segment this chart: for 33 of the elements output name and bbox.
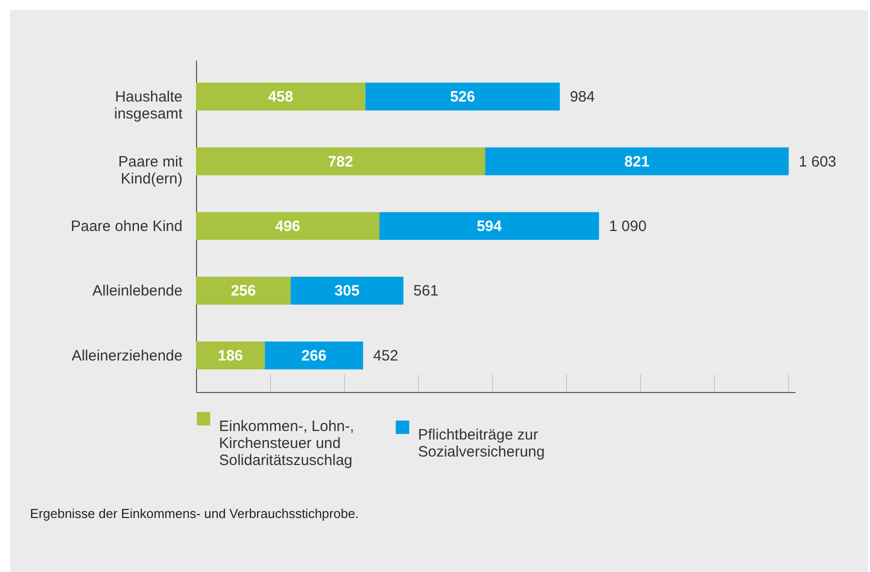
data-label: 782	[328, 153, 354, 170]
total-label: 1 603	[798, 153, 836, 170]
text: Ergebnisse der Einkommens- und Verbrauchsstichprobe.	[30, 506, 359, 521]
y-tick-label: Paare mit Kind(ern)	[118, 153, 184, 188]
data-label: 256	[230, 282, 256, 300]
data-label: 458	[268, 88, 294, 106]
total-label: 1 090	[609, 218, 647, 235]
bar	[264, 342, 364, 370]
bar	[196, 82, 366, 110]
bar	[196, 276, 291, 305]
total-label: 452	[373, 347, 398, 364]
data-label: 496	[275, 218, 300, 235]
legend-label: Pflichtbeiträge zur Sozialversicherung	[418, 426, 545, 460]
total-label: 984	[570, 88, 595, 106]
legend-label: Einkommen-, Lohn-, Kirchensteuer und Solidaritätszuschlag	[219, 418, 354, 469]
bar	[290, 276, 404, 305]
y-tick-label: Alleinlebende	[92, 282, 182, 300]
bar	[196, 147, 486, 176]
data-label: 821	[624, 153, 650, 170]
data-label: 186	[218, 347, 243, 364]
y-tick-label: Alleinerziehende	[72, 347, 182, 364]
y-tick-label: Haushalte insgesamt	[114, 88, 184, 123]
data-label: 526	[450, 88, 476, 106]
bar	[196, 212, 380, 240]
bar	[485, 147, 789, 176]
total-label: 561	[413, 282, 438, 300]
bar	[379, 212, 600, 240]
data-label: 305	[334, 282, 360, 300]
y-tick-label: Paare ohne Kind	[70, 218, 182, 235]
data-label: 594	[476, 218, 502, 235]
bar	[196, 342, 265, 370]
data-label: 266	[301, 347, 326, 364]
bar	[365, 82, 560, 110]
